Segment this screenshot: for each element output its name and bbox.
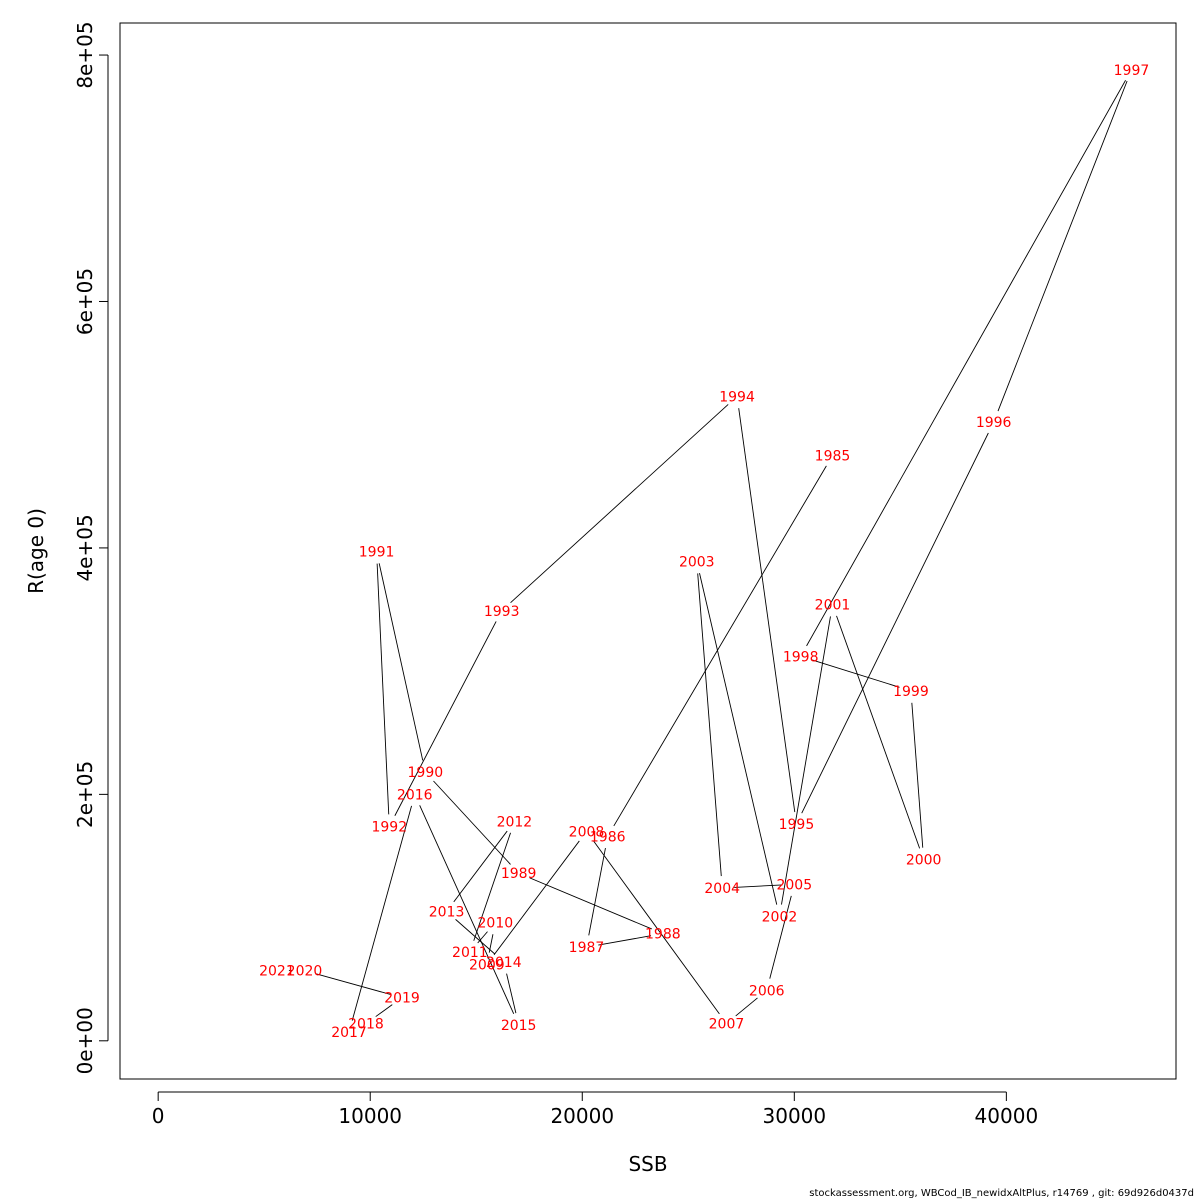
segment-1998-1999 xyxy=(811,659,900,688)
point-label-1987: 1987 xyxy=(569,940,605,956)
segment-2003-2004 xyxy=(697,573,722,877)
point-label-1993: 1993 xyxy=(484,604,520,620)
segment-1985-1986 xyxy=(613,465,827,827)
point-label-2016: 2016 xyxy=(397,787,433,803)
point-label-2015: 2015 xyxy=(501,1018,537,1034)
segment-2014-2015 xyxy=(506,973,517,1014)
segment-2005-2006 xyxy=(769,895,792,979)
segment-2001-2002 xyxy=(781,616,831,905)
segment-1991-1992 xyxy=(376,563,390,815)
segment-2015-2016 xyxy=(419,805,515,1015)
point-label-2017: 2017 xyxy=(331,1025,367,1041)
segment-2013-2014 xyxy=(455,919,496,955)
point-label-1999: 1999 xyxy=(893,684,929,700)
segment-1988-1989 xyxy=(529,877,652,930)
point-label-2006: 2006 xyxy=(749,983,785,999)
segment-1987-1988 xyxy=(598,935,652,946)
point-label-1985: 1985 xyxy=(815,449,851,465)
point-label-2012: 2012 xyxy=(497,814,533,830)
x-tick-label: 0 xyxy=(152,1104,165,1128)
point-label-1992: 1992 xyxy=(371,819,407,835)
segment-2008-2009 xyxy=(493,840,580,956)
year-labels: 1985 1986 1987 1988 1989 1990 1991 1992 1993 1994… xyxy=(259,63,1149,1041)
trajectory-lines xyxy=(288,80,1128,1021)
point-label-1998: 1998 xyxy=(783,649,819,665)
point-label-2008: 2008 xyxy=(569,824,605,840)
point-label-2020: 2020 xyxy=(287,964,323,980)
point-label-1996: 1996 xyxy=(976,415,1012,431)
segment-2007-2008 xyxy=(593,840,720,1015)
x-axis-label: SSB xyxy=(628,1152,667,1176)
y-tick-label: 2e+05 xyxy=(73,761,97,828)
segment-2010-2011 xyxy=(477,931,488,944)
point-label-2000: 2000 xyxy=(906,853,942,869)
point-label-2018: 2018 xyxy=(348,1017,384,1033)
segment-2006-2007 xyxy=(735,997,758,1017)
segment-1999-2000 xyxy=(911,702,924,848)
point-label-2007: 2007 xyxy=(709,1017,745,1033)
segment-2000-2001 xyxy=(836,615,921,849)
segment-2016-2017 xyxy=(351,805,412,1021)
point-label-2003: 2003 xyxy=(679,554,715,570)
segment-1993-1994 xyxy=(510,404,729,604)
point-label-1994: 1994 xyxy=(719,389,755,405)
segment-2004-2005 xyxy=(734,884,783,888)
point-label-1988: 1988 xyxy=(645,927,681,943)
segment-1994-1995 xyxy=(738,408,796,813)
point-label-1986: 1986 xyxy=(590,829,626,845)
segment-1997-1998 xyxy=(806,80,1126,647)
x-tick-label: 30000 xyxy=(763,1104,827,1128)
point-label-1995: 1995 xyxy=(779,817,815,833)
x-tick-label: 40000 xyxy=(975,1104,1039,1128)
x-axis: 0 10000 20000 30000 40000 xyxy=(152,1091,1039,1128)
segment-2019-2020 xyxy=(315,973,391,995)
point-label-1997: 1997 xyxy=(1114,63,1150,79)
point-label-2019: 2019 xyxy=(384,991,420,1007)
segment-2002-2003 xyxy=(699,573,778,905)
segment-1995-1996 xyxy=(801,432,989,814)
point-label-2013: 2013 xyxy=(429,904,465,920)
plot-frame xyxy=(119,22,1177,1080)
x-tick-label: 20000 xyxy=(550,1104,614,1128)
segment-1986-1987 xyxy=(588,847,606,936)
point-label-1991: 1991 xyxy=(359,545,395,561)
y-axis-label: R(age 0) xyxy=(24,508,48,594)
segment-1990-1991 xyxy=(378,563,424,761)
point-label-2011: 2011 xyxy=(452,945,488,961)
point-label-2004: 2004 xyxy=(704,881,740,897)
y-tick-label: 4e+05 xyxy=(73,514,97,581)
segment-1992-1993 xyxy=(394,621,497,816)
segment-1996-1997 xyxy=(997,80,1128,412)
point-label-2021: 2021 xyxy=(259,964,295,980)
y-tick-label: 0e+00 xyxy=(73,1007,97,1074)
footer-credit: stockassessment.org, WBCod_IB_newidxAltP… xyxy=(809,1188,1194,1199)
point-label-2010: 2010 xyxy=(478,916,514,932)
segment-1989-1990 xyxy=(433,780,511,865)
point-label-2014: 2014 xyxy=(486,955,522,971)
point-label-2005: 2005 xyxy=(776,877,812,893)
y-tick-label: 8e+05 xyxy=(73,21,97,88)
point-label-2009: 2009 xyxy=(469,957,505,973)
y-tick-label: 6e+05 xyxy=(73,268,97,335)
point-label-1989: 1989 xyxy=(501,866,537,882)
point-label-2002: 2002 xyxy=(762,909,798,925)
point-label-2001: 2001 xyxy=(815,598,851,614)
segment-2011-2012 xyxy=(473,832,511,941)
segment-2012-2013 xyxy=(453,830,508,903)
y-axis: 0e+00 2e+05 4e+05 6e+05 8e+05 xyxy=(73,21,109,1074)
point-label-1990: 1990 xyxy=(408,765,444,781)
segment-2018-2019 xyxy=(375,1004,393,1017)
x-tick-label: 10000 xyxy=(338,1104,402,1128)
